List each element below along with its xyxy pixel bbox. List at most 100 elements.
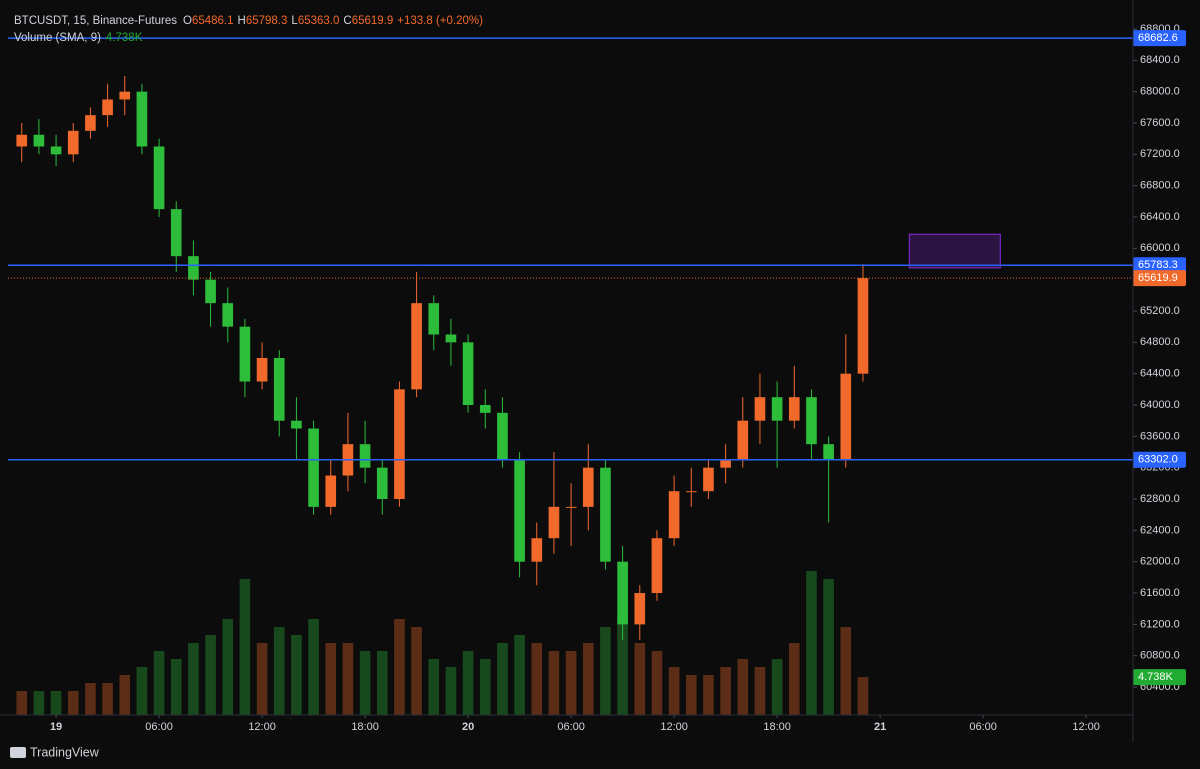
y-tick-label: 66000.0 [1140, 242, 1180, 254]
volume-bar [823, 579, 834, 715]
candle-body [823, 444, 834, 460]
candle-body [119, 91, 131, 100]
brand-logo [10, 747, 26, 758]
y-tick-label: 62800.0 [1140, 493, 1180, 505]
volume-bar [119, 675, 131, 715]
candle-body [600, 467, 611, 562]
candle-body [788, 397, 800, 421]
x-tick-label: 12:00 [660, 721, 688, 733]
volume-bar [651, 651, 663, 715]
candle-body [479, 405, 491, 413]
ohlc-key: L [291, 15, 298, 27]
ohlc-value: 65798.3 [246, 15, 288, 27]
symbol: BTCUSDT, 15, Binance-Futures [14, 15, 177, 27]
candle-body [256, 358, 268, 382]
volume-bar [394, 619, 405, 715]
volume-bar [291, 635, 302, 715]
candle-body [136, 91, 148, 147]
candle-body [651, 538, 663, 594]
candle-body [445, 334, 457, 343]
volume-bar [222, 619, 234, 715]
volume-bar [720, 667, 731, 715]
volume-bar [771, 659, 783, 715]
drawing-box [908, 233, 1001, 269]
candle-body [771, 397, 783, 421]
candle-body [376, 467, 388, 500]
x-tick-label: 06:00 [145, 721, 173, 733]
price-badge-label: 68682.6 [1138, 32, 1178, 44]
candle-body [205, 279, 216, 304]
candle-body [33, 134, 45, 147]
volume-bar [50, 691, 62, 715]
candle-body [754, 397, 766, 421]
y-tick-label: 66800.0 [1140, 180, 1180, 192]
candle-body [308, 428, 319, 507]
volume-bar [411, 627, 422, 715]
volume-value: 4.738K [106, 32, 143, 44]
candle-body [273, 358, 285, 421]
candle-body [531, 538, 543, 562]
candle-body [497, 412, 508, 460]
volume-bar [170, 659, 182, 715]
volume-bar [342, 643, 354, 715]
brand[interactable]: TradingView [10, 745, 100, 759]
candle-body [685, 491, 697, 493]
candle-body [565, 506, 577, 508]
volume-bar [703, 675, 714, 715]
candle-body [428, 303, 440, 335]
y-tick-label: 65200.0 [1140, 305, 1180, 317]
y-tick-label: 64800.0 [1140, 336, 1180, 348]
y-tick-label: 66400.0 [1140, 211, 1180, 223]
x-tick-label: 06:00 [969, 721, 997, 733]
candle-body [325, 475, 337, 507]
volume-title: Volume (SMA, 9) [14, 32, 101, 44]
volume-bar [806, 571, 817, 715]
ohlc-key: H [238, 15, 246, 27]
y-tick-label: 68400.0 [1140, 54, 1180, 66]
volume-bar [359, 651, 371, 715]
price-badge-label: 63302.0 [1138, 454, 1178, 466]
candle-body [188, 256, 199, 280]
volume-bar [634, 643, 646, 715]
volume-bar [497, 643, 508, 715]
price-badge [1133, 257, 1186, 274]
candle-body [582, 467, 594, 507]
y-tick-label: 68000.0 [1140, 86, 1180, 98]
x-tick-label: 20 [462, 721, 474, 733]
candle-body [153, 146, 165, 210]
volume-bar [239, 579, 251, 715]
volume-bar [582, 643, 594, 715]
candle-body [411, 303, 422, 390]
y-tick-label: 64000.0 [1140, 399, 1180, 411]
volume-bar [754, 667, 766, 715]
x-tick-label: 12:00 [1072, 721, 1100, 733]
y-tick-label: 61600.0 [1140, 587, 1180, 599]
candle-body [703, 467, 714, 492]
change: +133.8 (+0.20%) [397, 15, 483, 27]
volume-bar [428, 659, 440, 715]
price-badge [1133, 451, 1186, 468]
y-tick-label: 62400.0 [1140, 524, 1180, 536]
candle-body [737, 420, 749, 460]
volume-bar [462, 651, 474, 715]
price-badge [1133, 270, 1186, 287]
volume-bar [857, 677, 869, 715]
candle-body [359, 444, 371, 468]
volume-bar [600, 627, 611, 715]
volume-bar [85, 683, 96, 715]
candle-body [634, 593, 646, 625]
volume-bar [668, 667, 680, 715]
y-tick-label: 67600.0 [1140, 117, 1180, 129]
candle-body [514, 459, 525, 562]
volume-bar [136, 667, 148, 715]
ohlc-key: O [183, 15, 192, 27]
volume-bar [445, 667, 457, 715]
candle-body [85, 115, 96, 131]
x-tick-label: 12:00 [248, 721, 276, 733]
volume-bar [479, 659, 491, 715]
volume-bar [685, 675, 697, 715]
volume-bar [308, 619, 319, 715]
volume-bar [737, 659, 749, 715]
